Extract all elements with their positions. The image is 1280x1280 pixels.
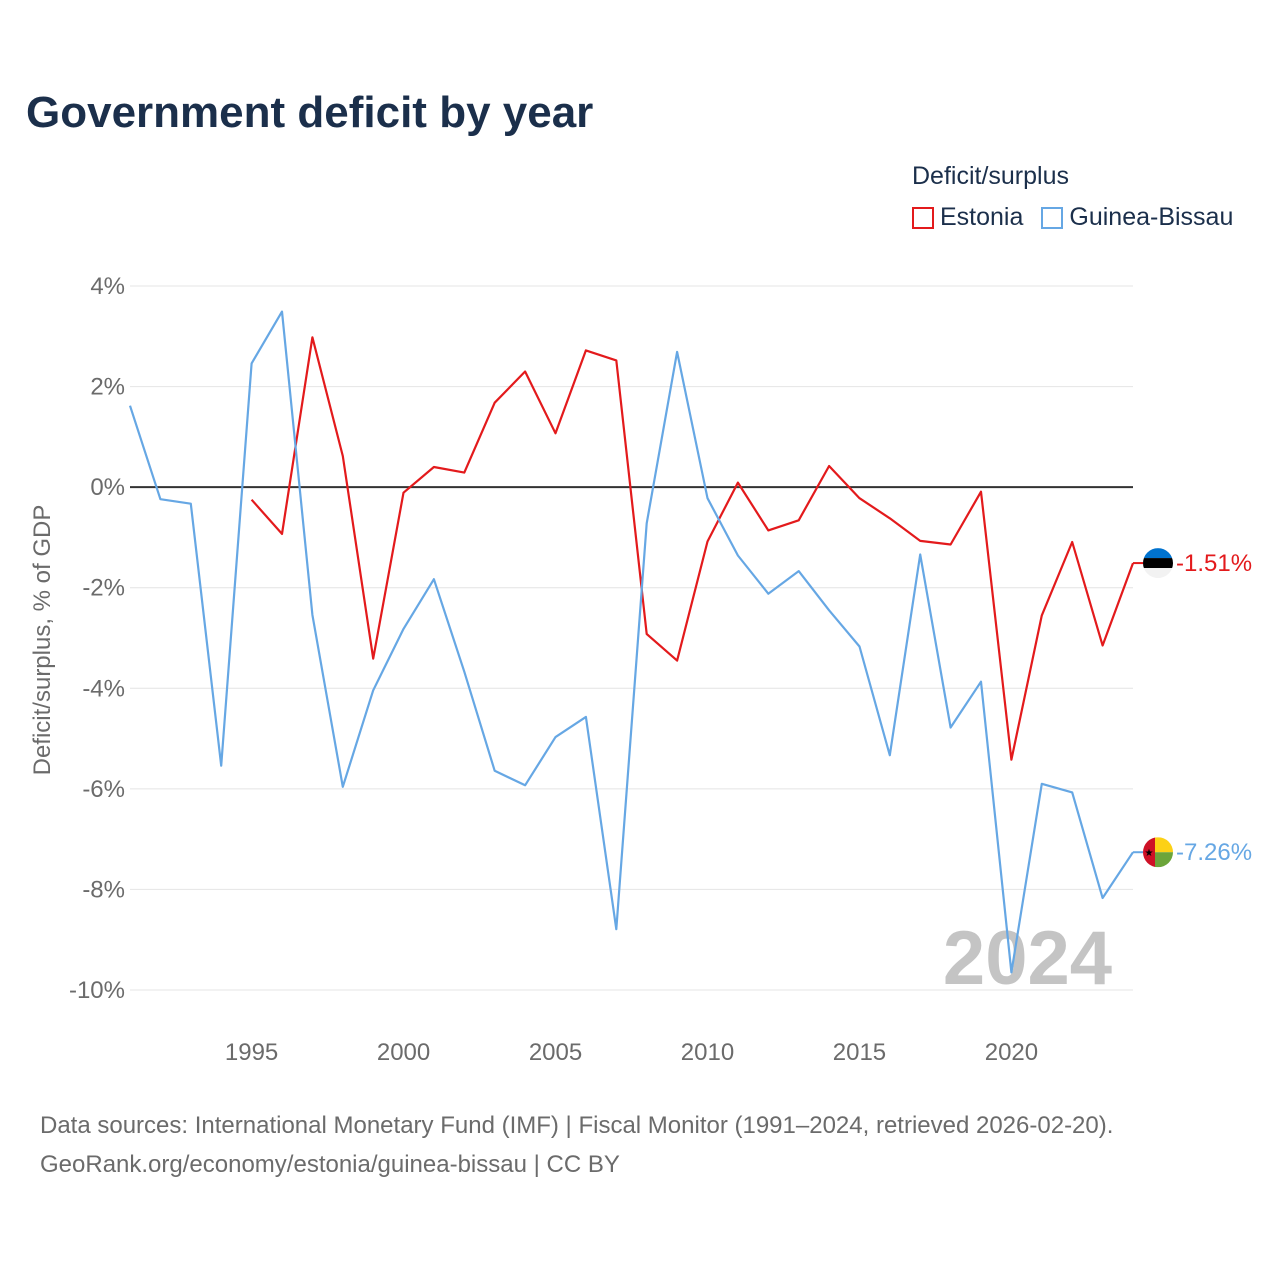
footer-sources: Data sources: International Monetary Fun… (40, 1112, 1114, 1139)
y-tick-label: -2% (82, 575, 125, 602)
x-tick-label: 2015 (833, 1039, 886, 1066)
flag-guinea-bissau-icon: ★ (1143, 837, 1173, 868)
x-tick-label: 2010 (681, 1039, 734, 1066)
x-tick-label: 2005 (529, 1039, 582, 1066)
end-label-estonia: -1.51% (1176, 550, 1252, 577)
y-tick-label: -4% (82, 675, 125, 702)
series-lines (128, 310, 1135, 974)
y-tick-label: -10% (69, 977, 125, 1004)
legend-swatch-guinea-bissau (1041, 206, 1064, 229)
legend-label-guinea-bissau: Guinea-Bissau (1069, 203, 1234, 231)
series-line-estonia (250, 336, 1135, 761)
legend-swatch-estonia (912, 206, 934, 229)
series-end-markers: -1.51% ★ -7.26% (1133, 548, 1252, 868)
y-tick-label: 4% (90, 273, 125, 300)
footer-link[interactable]: GeoRank.org/economy/estonia/guinea-bissa… (40, 1151, 620, 1178)
svg-text:★: ★ (1145, 848, 1154, 859)
legend-item-guinea-bissau[interactable]: Guinea-Bissau (1041, 203, 1233, 232)
y-tick-label: -6% (82, 776, 125, 803)
y-tick-label: 0% (90, 474, 125, 501)
legend-title: Deficit/surplus (912, 162, 1069, 190)
legend: Deficit/surplus Estonia Guinea-Bissau (912, 162, 1233, 232)
series-line-guinea-bissau (128, 310, 1134, 974)
flag-estonia-icon (1143, 548, 1173, 579)
y-tick-label: 2% (90, 374, 125, 401)
legend-label-estonia: Estonia (940, 203, 1024, 231)
x-tick-label: 2000 (377, 1039, 430, 1066)
line-chart: 4% 2% 0% -2% -4% -6% -8% -10% 1995 2000 2005 2010 2… (29, 273, 1252, 1066)
legend-item-estonia[interactable]: Estonia (912, 203, 1023, 232)
end-label-guinea-bissau: -7.26% (1176, 839, 1252, 866)
chart-title: Government deficit by year (26, 88, 594, 137)
year-watermark: 2024 (943, 916, 1112, 1001)
x-tick-labels: 1995 2000 2005 2010 2015 2020 (225, 1039, 1038, 1066)
footer: Data sources: International Monetary Fun… (40, 1106, 1113, 1184)
y-axis-label: Deficit/surplus, % of GDP (29, 505, 56, 776)
y-tick-labels: 4% 2% 0% -2% -4% -6% -8% -10% (69, 273, 125, 1004)
y-tick-label: -8% (82, 876, 125, 903)
x-tick-label: 2020 (985, 1039, 1038, 1066)
grid-lines (130, 285, 1133, 991)
x-tick-label: 1995 (225, 1039, 278, 1066)
